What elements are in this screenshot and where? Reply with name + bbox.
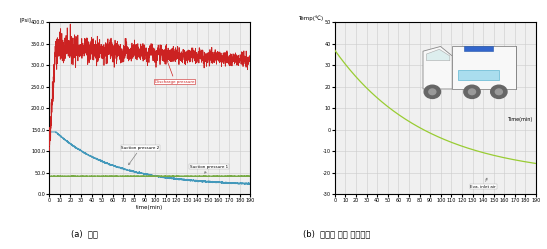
Text: Time(min): Time(min): [507, 117, 532, 122]
Y-axis label: Temp(℃): Temp(℃): [298, 15, 323, 21]
Text: Suction pressure 1: Suction pressure 1: [190, 165, 228, 173]
X-axis label: time(min): time(min): [136, 205, 164, 210]
Text: (a)  압력: (a) 압력: [71, 230, 98, 239]
Text: Suction pressure 2: Suction pressure 2: [121, 146, 160, 165]
Text: (b)  증발기 입구 공기온도: (b) 증발기 입구 공기온도: [302, 230, 370, 239]
Text: Discharge pressure: Discharge pressure: [155, 60, 195, 84]
Y-axis label: [Psi]: [Psi]: [19, 17, 31, 22]
Text: Eva. inlet air: Eva. inlet air: [470, 178, 496, 189]
